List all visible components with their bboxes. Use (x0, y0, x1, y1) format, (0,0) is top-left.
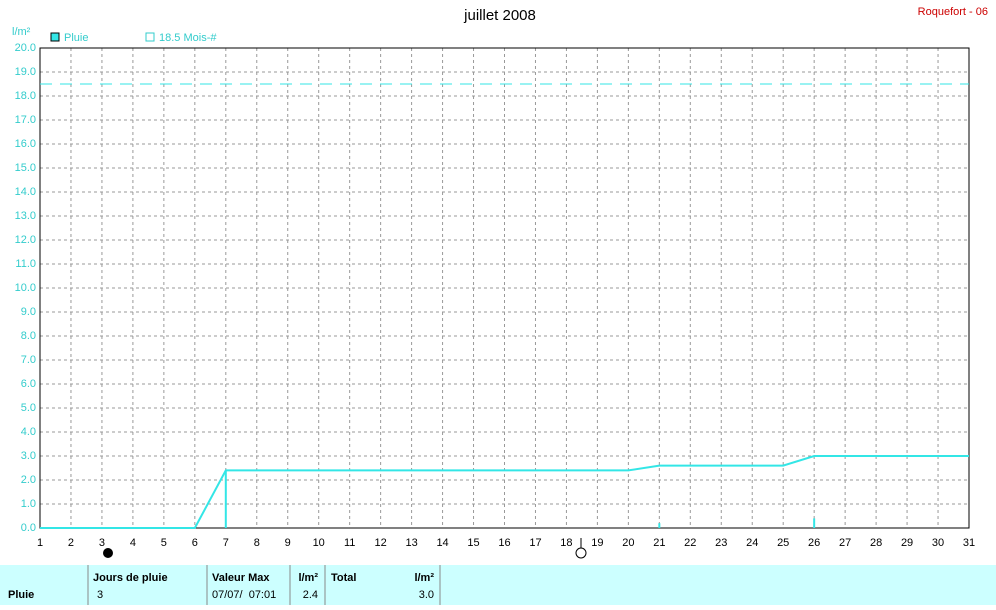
y-tick-label: 2.0 (21, 474, 36, 486)
table-cell: 3.0 (419, 589, 434, 601)
y-tick-label: 20.0 (15, 42, 36, 54)
x-tick-label: 1 (37, 537, 43, 549)
x-tick-label: 3 (99, 537, 105, 549)
legend-label: Pluie (64, 32, 88, 44)
y-tick-label: 10.0 (15, 282, 36, 294)
table-header: l/m² (414, 572, 434, 584)
y-tick-label: 7.0 (21, 354, 36, 366)
x-tick-label: 5 (161, 537, 167, 549)
x-tick-label: 4 (130, 537, 136, 549)
moon-icon (575, 547, 587, 559)
daily-bar (658, 523, 661, 528)
y-tick-label: 16.0 (15, 138, 36, 150)
x-tick-label: 2 (68, 537, 74, 549)
legend-label: 18.5 Mois-# (159, 32, 217, 44)
x-tick-label: 7 (223, 537, 229, 549)
x-tick-label: 29 (901, 537, 913, 549)
x-tick-label: 25 (777, 537, 789, 549)
y-tick-label: 8.0 (21, 330, 36, 342)
x-tick-label: 11 (344, 537, 355, 549)
y-tick-label: 1.0 (21, 498, 36, 510)
legend-swatch (50, 32, 60, 42)
table-header: Total (331, 572, 356, 584)
x-tick-label: 13 (405, 537, 417, 549)
x-tick-label: 20 (622, 537, 634, 549)
table-cell: 2.4 (303, 589, 318, 601)
y-tick-label: 19.0 (15, 66, 36, 78)
y-tick-label: 5.0 (21, 402, 36, 414)
legend-swatch (145, 32, 155, 42)
table-header: l/m² (298, 572, 318, 584)
stats-table: Jours de pluie Valeur Max l/m² Total l/m² Plu… (0, 565, 996, 605)
y-tick-label: 13.0 (15, 210, 36, 222)
x-tick-label: 21 (653, 537, 665, 549)
daily-bar (224, 470, 227, 528)
x-tick-label: 15 (467, 537, 479, 549)
y-tick-label: 12.0 (15, 234, 36, 246)
table-bg (0, 565, 996, 605)
x-tick-label: 27 (839, 537, 851, 549)
y-tick-label: 3.0 (21, 450, 36, 462)
x-tick-label: 6 (192, 537, 198, 549)
y-tick-label: 9.0 (21, 306, 36, 318)
x-tick-label: 26 (808, 537, 820, 549)
y-tick-label: 18.0 (15, 90, 36, 102)
x-tick-label: 10 (313, 537, 325, 549)
y-tick-label: 4.0 (21, 426, 36, 438)
table-header: Valeur Max (212, 572, 270, 584)
x-tick-label: 30 (932, 537, 944, 549)
moon-icon (103, 548, 113, 558)
x-tick-label: 12 (375, 537, 387, 549)
table-header: Jours de pluie (93, 572, 168, 584)
x-tick-label: 19 (591, 537, 603, 549)
chart-title: juillet 2008 (463, 7, 536, 24)
x-tick-label: 24 (746, 537, 758, 549)
x-tick-label: 31 (963, 537, 975, 549)
daily-bar (813, 518, 816, 528)
x-tick-label: 16 (498, 537, 510, 549)
x-tick-label: 23 (715, 537, 727, 549)
table-cell: Pluie (8, 589, 34, 601)
y-tick-label: 15.0 (15, 162, 36, 174)
data-line (40, 455, 969, 529)
x-tick-label: 9 (285, 537, 291, 549)
plot-frame (39, 47, 970, 529)
y-label: l/m² (12, 26, 31, 38)
x-tick-label: 14 (436, 537, 448, 549)
x-tick-label: 17 (529, 537, 541, 549)
y-tick-label: 17.0 (15, 114, 36, 126)
x-tick-label: 8 (254, 537, 260, 549)
station: Roquefort - 06 (918, 6, 988, 18)
y-tick-label: 14.0 (15, 186, 36, 198)
y-tick-label: 11.0 (15, 258, 36, 270)
x-tick-label: 28 (870, 537, 882, 549)
table-cell: 07/07/ 07:01 (212, 589, 276, 601)
x-tick-label: 22 (684, 537, 696, 549)
x-tick-label: 18 (560, 537, 572, 549)
table-cell: 3 (97, 589, 103, 601)
y-tick-label: 0.0 (21, 522, 36, 534)
y-tick-label: 6.0 (21, 378, 36, 390)
